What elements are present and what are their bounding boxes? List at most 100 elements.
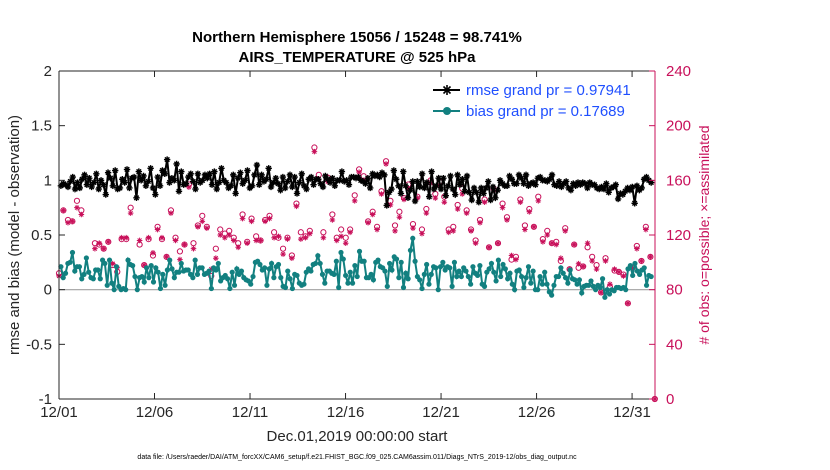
rmse-point: [317, 180, 324, 187]
bias-point: [405, 276, 411, 282]
rmse-point: [225, 184, 232, 192]
rmse-point: [622, 188, 629, 195]
obs-assimilated-marker: [74, 204, 80, 211]
rmse-point: [194, 170, 202, 177]
y2-tick-label: 160: [666, 172, 691, 189]
rmse-point: [643, 173, 650, 181]
rmse-point: [610, 183, 617, 191]
y-tick-label: 1: [44, 172, 52, 189]
obs-assimilated-marker: [553, 241, 560, 248]
obs-assimilated-marker: [441, 199, 448, 205]
rmse-point: [265, 165, 272, 172]
rmse-point: [282, 184, 289, 192]
legend-box: [429, 78, 648, 122]
obs-assimilated-marker: [535, 198, 542, 204]
rmse-point: [437, 185, 445, 193]
bias-point: [81, 271, 87, 277]
bias-point: [512, 287, 518, 293]
obs-assimilated-marker: [347, 229, 353, 236]
bias-point: [83, 255, 89, 261]
bias-point: [312, 260, 319, 267]
rmse-point: [485, 178, 492, 185]
bias-point: [113, 264, 120, 270]
rmse-point: [482, 184, 490, 192]
bias-point: [194, 271, 201, 277]
rmse-point: [253, 161, 261, 169]
rmse-point: [279, 173, 287, 181]
obs-possible-marker: [176, 248, 184, 255]
obs-assimilated-marker: [625, 300, 631, 307]
rmse-point: [293, 190, 301, 197]
rmse-point: [574, 179, 582, 186]
rmse-point: [447, 172, 454, 180]
rmse-point: [149, 184, 157, 192]
obs-assimilated-marker: [365, 219, 371, 226]
rmse-point: [163, 156, 171, 163]
bias-point: [558, 265, 564, 271]
bias-point: [407, 247, 414, 253]
obs-assimilated-marker: [481, 199, 488, 205]
rmse-point: [140, 172, 147, 180]
obs-assimilated-marker: [302, 234, 309, 241]
bias-point: [433, 265, 439, 271]
obs-assimilated-marker: [275, 233, 282, 240]
obs-assimilated-marker: [186, 184, 192, 190]
rmse-point: [518, 174, 525, 182]
bias-point: [176, 269, 182, 275]
bias-point: [97, 276, 103, 282]
obs-assimilated-marker: [593, 266, 600, 272]
obs-assimilated-marker: [262, 218, 268, 225]
rmse-point: [182, 180, 190, 187]
obs-possible-marker: [212, 245, 219, 252]
rmse-point: [492, 194, 499, 202]
bias-point: [287, 276, 293, 282]
rmse-point: [402, 182, 409, 189]
rmse-point: [97, 177, 105, 184]
rmse-point: [409, 178, 416, 185]
obs-assimilated-marker: [100, 245, 107, 252]
rmse-point: [414, 178, 421, 185]
bias-point: [586, 282, 592, 288]
obs-assimilated-marker: [504, 217, 510, 223]
bias-point: [167, 257, 173, 263]
rmse-point: [558, 183, 565, 191]
rmse-point: [326, 179, 334, 186]
rmse-point: [303, 185, 310, 193]
rmse-point: [161, 170, 168, 177]
legend-rmse-label: rmse grand pr = 0.97941: [466, 82, 631, 99]
rmse-point: [126, 184, 133, 192]
rmse-point: [307, 173, 315, 181]
bias-point: [384, 283, 390, 289]
obs-assimilated-marker: [342, 240, 349, 246]
rmse-point: [147, 165, 154, 172]
rmse-point: [81, 171, 88, 179]
rmse-point: [591, 181, 598, 188]
rmse-point: [489, 183, 497, 191]
legend: rmse grand pr = 0.97941 bias grand pr = …: [429, 78, 648, 122]
rmse-point: [586, 179, 593, 186]
rmse-point: [468, 196, 475, 204]
rmse-point: [423, 179, 431, 186]
obs-assimilated-marker: [284, 236, 291, 242]
bias-point: [643, 282, 650, 288]
obs-possible-marker: [297, 229, 304, 236]
bias-point: [234, 266, 240, 272]
bias-point: [523, 275, 529, 281]
rmse-point: [515, 171, 523, 179]
rmse-point: [647, 179, 655, 186]
y2-tick-label: 240: [666, 63, 691, 80]
obs-assimilated-marker: [620, 273, 627, 279]
rmse-point: [534, 174, 542, 182]
rmse-point: [508, 176, 516, 183]
bias-point: [160, 271, 166, 277]
obs-assimilated-marker: [230, 237, 237, 244]
obs-assimilated-marker: [526, 208, 533, 215]
rmse-point: [62, 181, 69, 188]
rmse-point: [541, 177, 549, 184]
bias-point: [509, 281, 515, 287]
bias-point: [562, 275, 569, 281]
bias-point: [417, 277, 423, 283]
bias-point: [155, 269, 161, 275]
rmse-point: [331, 182, 338, 189]
bias-point: [641, 265, 647, 271]
